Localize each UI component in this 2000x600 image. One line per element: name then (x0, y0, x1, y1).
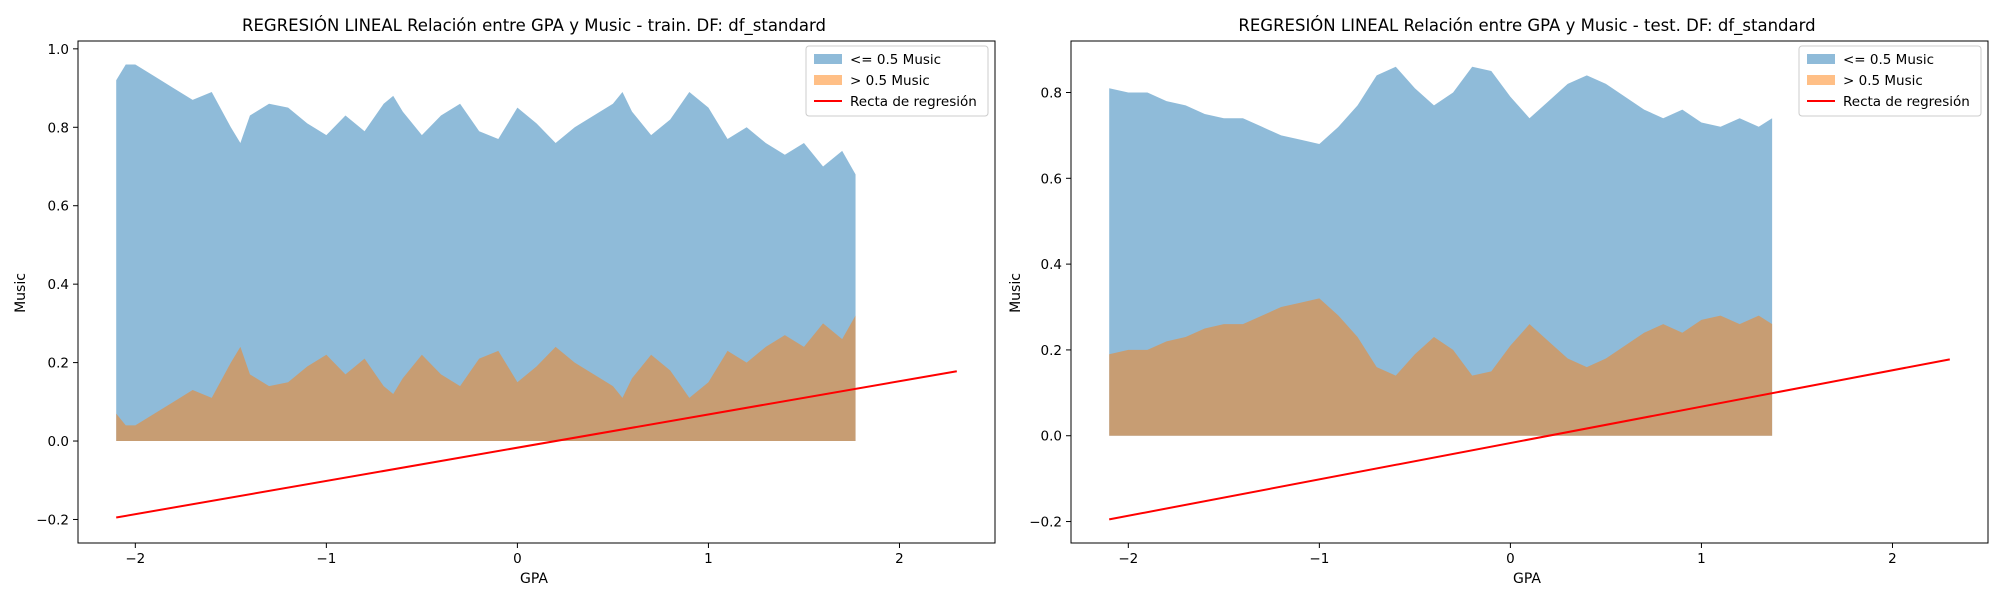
chart-test: REGRESIÓN LINEAL Relación entre GPA y Mu… (1008, 16, 1989, 587)
y-tick-label: −0.2 (36, 512, 69, 528)
x-tick-label: −2 (125, 551, 145, 567)
legend-box (1798, 45, 1982, 117)
y-tick-label: 0.4 (1041, 257, 1062, 273)
legend-label-above: > 0.5 Music (1843, 73, 1923, 89)
legend-label-regression: Recta de regresión (1843, 94, 1970, 110)
series-above-area (116, 315, 856, 442)
chart-title: REGRESIÓN LINEAL Relación entre GPA y Mu… (1238, 16, 1815, 36)
y-tick-label: 0.2 (1041, 343, 1062, 359)
x-tick-label: 0 (1506, 551, 1515, 567)
plot-frame (77, 40, 996, 544)
y-tick-label: 0.0 (48, 434, 69, 450)
legend-box (805, 45, 989, 117)
regression-line (1109, 358, 1950, 521)
y-tick-label: 0.2 (48, 356, 69, 372)
x-tick-label: 1 (704, 551, 713, 567)
y-tick-label: 0.6 (1041, 171, 1062, 187)
plot-marks (116, 64, 957, 519)
legend-swatch-below (1807, 54, 1835, 64)
y-axis-label: Music (1008, 273, 1024, 313)
legend-label-below: <= 0.5 Music (1843, 52, 1934, 68)
y-tick-label: 0.8 (48, 120, 69, 136)
y-tick-label: −0.2 (1029, 515, 1062, 531)
x-tick-label: −2 (1118, 551, 1138, 567)
plot-marks (1109, 66, 1950, 521)
x-axis-label: GPA (1513, 571, 1541, 587)
legend-label-above: > 0.5 Music (850, 73, 930, 89)
chart-train: REGRESIÓN LINEAL Relación entre GPA y Mu… (13, 16, 996, 587)
legend-label-below: <= 0.5 Music (850, 52, 941, 68)
x-tick-label: −1 (316, 551, 336, 567)
series-above-area (1109, 298, 1773, 436)
x-tick-label: 0 (513, 551, 522, 567)
legend-swatch-above (814, 75, 842, 85)
legend-label-regression: Recta de regresión (850, 94, 977, 110)
x-tick-label: 1 (1697, 551, 1706, 567)
y-axis-label: Music (13, 273, 29, 313)
legend: <= 0.5 Music > 0.5 Music Recta de regres… (1798, 45, 1982, 117)
y-tick-label: 0.0 (1041, 429, 1062, 445)
y-tick-label: 1.0 (48, 42, 69, 58)
x-axis-label: GPA (520, 571, 548, 587)
legend-swatch-below (814, 54, 842, 64)
legend: <= 0.5 Music > 0.5 Music Recta de regres… (805, 45, 989, 117)
x-tick-label: 2 (895, 551, 904, 567)
y-tick-label: 0.8 (1041, 85, 1062, 101)
x-tick-label: 2 (1888, 551, 1897, 567)
ticks: −2 −1 0 1 2 −0.2 0.0 0.2 0.4 0.6 0.8 (1029, 85, 1897, 567)
legend-swatch-above (1807, 75, 1835, 85)
y-tick-label: 0.6 (48, 199, 69, 215)
y-tick-label: 0.4 (48, 277, 69, 293)
ticks: −2 −1 0 1 2 −0.2 0.0 0.2 0.4 0.6 0.8 1.0 (36, 42, 904, 567)
x-tick-label: −1 (1309, 551, 1329, 567)
regression-line (116, 370, 957, 519)
series-below-area (116, 64, 856, 442)
chart-title: REGRESIÓN LINEAL Relación entre GPA y Mu… (242, 16, 826, 36)
plot-frame (1070, 40, 1989, 544)
